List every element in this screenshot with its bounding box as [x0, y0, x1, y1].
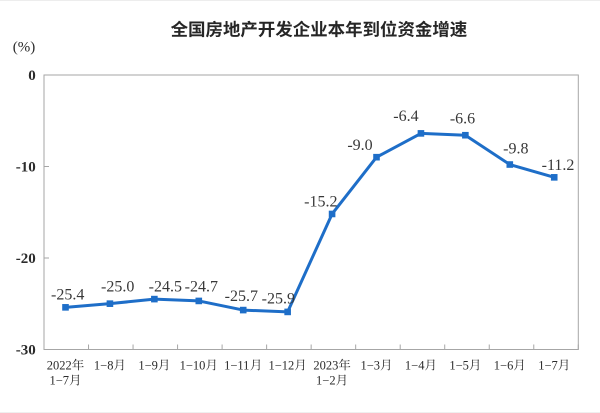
svg-text:-25.0: -25.0: [101, 279, 134, 296]
svg-text:(%): (%): [13, 40, 36, 56]
svg-text:2023: 2023: [313, 358, 338, 372]
svg-text:1−7: 1−7: [49, 374, 69, 388]
svg-text:-20: -20: [16, 251, 36, 267]
svg-text:1−6: 1−6: [494, 358, 514, 372]
svg-text:-30: -30: [16, 343, 36, 359]
svg-text:-15.2: -15.2: [304, 194, 337, 211]
svg-text:1−2: 1−2: [316, 374, 336, 388]
svg-text:1−12: 1−12: [269, 358, 295, 372]
svg-text:-25.4: -25.4: [51, 286, 84, 303]
svg-text:-25.9: -25.9: [262, 290, 295, 307]
svg-text:1−9: 1−9: [138, 358, 158, 372]
svg-text:2022: 2022: [47, 358, 72, 372]
svg-text:1−3: 1−3: [360, 358, 380, 372]
svg-text:1−8: 1−8: [94, 358, 114, 372]
svg-text:-9.0: -9.0: [347, 137, 372, 154]
svg-text:1−7: 1−7: [538, 358, 558, 372]
svg-text:1−4: 1−4: [405, 358, 425, 372]
svg-text:1−5: 1−5: [449, 358, 469, 372]
svg-text:-9.8: -9.8: [503, 140, 528, 157]
svg-text:-6.4: -6.4: [393, 108, 418, 125]
svg-text:1−11: 1−11: [224, 358, 249, 372]
svg-text:-11.2: -11.2: [542, 157, 575, 174]
svg-text:-10: -10: [16, 160, 36, 176]
svg-text:0: 0: [28, 68, 36, 84]
svg-text:-25.7: -25.7: [225, 288, 258, 305]
svg-text:-24.5: -24.5: [149, 279, 182, 296]
svg-text:1−10: 1−10: [180, 358, 206, 372]
svg-text:-6.6: -6.6: [450, 110, 475, 127]
svg-text:-24.7: -24.7: [185, 279, 218, 296]
